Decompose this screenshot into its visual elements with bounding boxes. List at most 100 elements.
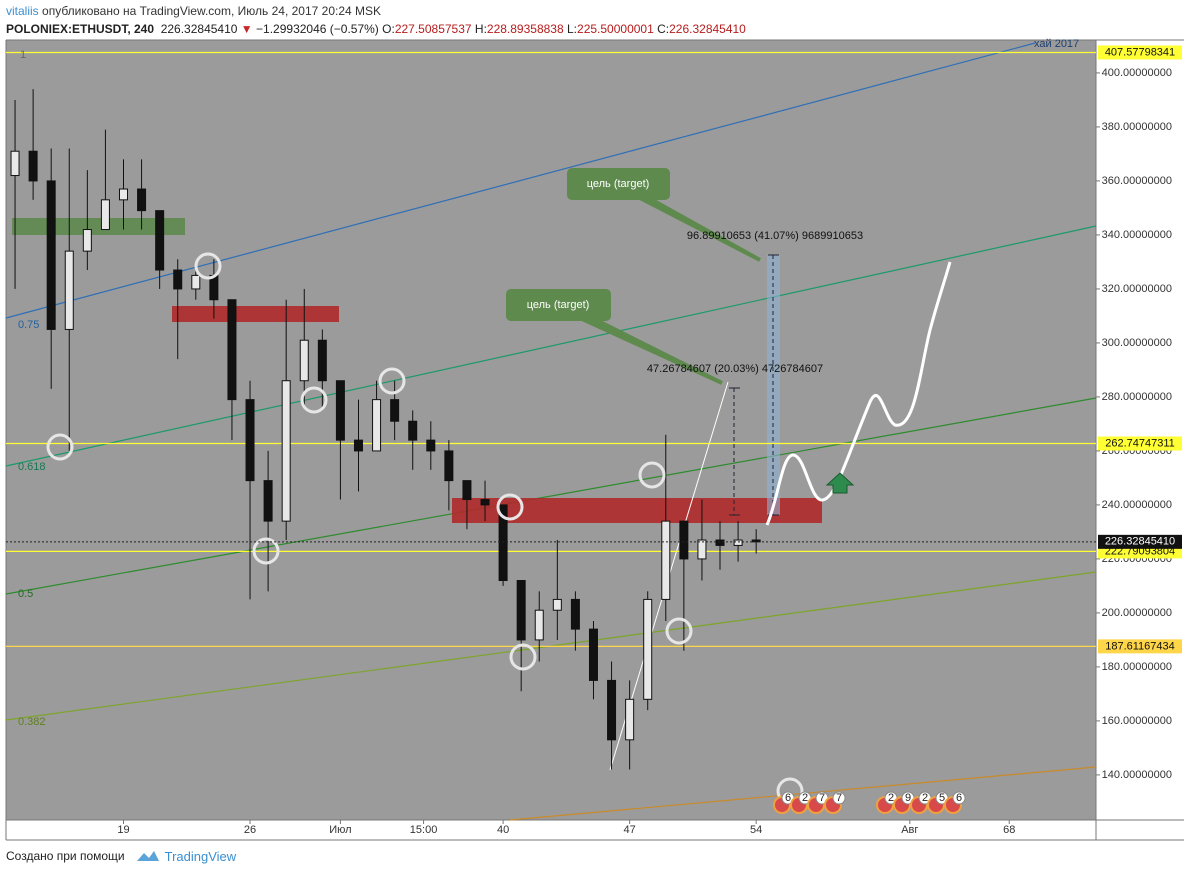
candle-body bbox=[408, 420, 418, 441]
event-badge bbox=[952, 791, 966, 805]
target-label: цель (target) bbox=[527, 299, 590, 311]
price: 226.32845410 bbox=[160, 22, 238, 36]
candle-body bbox=[372, 399, 382, 452]
candle-body bbox=[227, 299, 237, 401]
candle-body bbox=[281, 380, 291, 522]
x-tick-label: Июл bbox=[329, 824, 351, 836]
zone-red bbox=[172, 306, 339, 322]
fib-label: 0.5 bbox=[18, 588, 33, 600]
chart: 140.00000000 160.00000000 180.00000000 200.… bbox=[5, 38, 1184, 841]
y-tick-label: 240.00000000 bbox=[1102, 499, 1172, 511]
footer: Создано при помощи TradingView bbox=[6, 848, 236, 864]
candle-body bbox=[607, 679, 617, 741]
level-label-bg bbox=[1098, 45, 1182, 60]
up-arrow bbox=[825, 472, 855, 494]
y-tick-label: 280.00000000 bbox=[1102, 391, 1172, 403]
candle-body bbox=[480, 499, 490, 506]
ohlc-part: 226.32845410 bbox=[669, 22, 746, 36]
level-label: 187.61167434 bbox=[1105, 640, 1175, 652]
fib-label: 0.618 bbox=[18, 461, 46, 473]
event-count: 2 bbox=[922, 792, 928, 804]
candle-body bbox=[335, 380, 345, 441]
price-axis-bg bbox=[1096, 40, 1184, 820]
candle-body bbox=[715, 539, 725, 546]
fib-label: 1 bbox=[20, 49, 26, 61]
callout bbox=[506, 289, 611, 321]
candle-body bbox=[444, 450, 454, 482]
ohlc-part: O: bbox=[382, 22, 395, 36]
change: −1.29932046 (−0.57%) bbox=[256, 22, 379, 36]
x-tick-label: 40 bbox=[497, 824, 509, 836]
level-label: 262.74747311 bbox=[1105, 437, 1175, 449]
y-tick-label: 180.00000000 bbox=[1102, 661, 1172, 673]
event-count: 6 bbox=[956, 792, 962, 804]
ohlc-part: 228.89358838 bbox=[486, 22, 564, 36]
event-badge bbox=[832, 791, 846, 805]
ohlc-part: 225.50000001 bbox=[577, 22, 654, 36]
event-count: 7 bbox=[836, 792, 842, 804]
brand[interactable]: TradingView bbox=[164, 848, 237, 864]
ohlc-part: 227.50857537 bbox=[394, 22, 472, 36]
x-tick-label: 47 bbox=[624, 824, 636, 836]
candle-body bbox=[462, 480, 472, 501]
x-tick-label: 15:00 bbox=[410, 824, 438, 836]
y-tick-label: 300.00000000 bbox=[1102, 337, 1172, 349]
candle-body bbox=[588, 628, 598, 681]
candle-body bbox=[317, 339, 327, 382]
candle-body bbox=[245, 399, 255, 482]
author[interactable]: vitaliis bbox=[6, 4, 39, 18]
candle-body bbox=[28, 150, 38, 182]
fib-line bbox=[5, 225, 1097, 467]
event-count: 6 bbox=[785, 792, 791, 804]
overlay bbox=[46, 168, 952, 805]
candle-body bbox=[534, 609, 544, 641]
callout bbox=[567, 168, 670, 200]
circles bbox=[46, 252, 804, 805]
event-count: 5 bbox=[939, 792, 945, 804]
y-tick-label: 140.00000000 bbox=[1102, 769, 1172, 781]
candle-body bbox=[299, 339, 309, 382]
x-tick-label: Авг bbox=[901, 824, 918, 836]
y-tick-label: 160.00000000 bbox=[1102, 715, 1172, 727]
candle-body bbox=[498, 504, 508, 582]
event-count: 7 bbox=[819, 792, 825, 804]
candle-body bbox=[173, 269, 183, 290]
ohlc-part: C: bbox=[657, 22, 670, 36]
publish-line: vitaliis опубликовано на TradingView.com… bbox=[6, 4, 381, 18]
candle-body bbox=[155, 210, 165, 271]
x-tick-label: 26 bbox=[244, 824, 256, 836]
last-price-label: 226.32845410 bbox=[1105, 536, 1175, 548]
symbol: POLONIEX:ETHUSDT, 240 bbox=[6, 22, 155, 36]
target-label: цель (target) bbox=[587, 178, 650, 190]
level-label: 407.57798341 bbox=[1105, 46, 1175, 58]
candle-body bbox=[570, 598, 580, 630]
candle-body bbox=[552, 598, 562, 611]
event-count: 2 bbox=[888, 792, 894, 804]
event-count: 2 bbox=[802, 792, 808, 804]
event-count: 9 bbox=[905, 792, 911, 804]
measure-label: 96.89910653 (41.07%) 9689910653 bbox=[687, 230, 863, 242]
candle-body bbox=[118, 188, 128, 201]
last-price-bg bbox=[1098, 534, 1182, 549]
candle-body bbox=[46, 180, 56, 330]
y-tick-label: 380.00000000 bbox=[1102, 121, 1172, 133]
fib-line bbox=[5, 397, 1097, 595]
candle-body bbox=[137, 188, 147, 212]
level-label-bg bbox=[1098, 436, 1182, 451]
symbol-line: POLONIEX:ETHUSDT, 240 226.32845410 ▼ −1.… bbox=[6, 22, 746, 36]
candle-body bbox=[82, 229, 92, 252]
candle-body bbox=[263, 480, 273, 522]
y-tick-label: 360.00000000 bbox=[1102, 175, 1172, 187]
candle-body bbox=[625, 698, 635, 741]
candle-body bbox=[643, 598, 653, 700]
y-tick-label: 340.00000000 bbox=[1102, 229, 1172, 241]
x-tick-label: 68 bbox=[1003, 824, 1015, 836]
arrow: ▼ bbox=[240, 22, 253, 36]
candle-body bbox=[390, 399, 400, 422]
candle-body bbox=[426, 439, 436, 452]
projection bbox=[765, 261, 952, 526]
candle-body bbox=[64, 250, 74, 330]
candle-body bbox=[516, 580, 526, 641]
ohlc-part: L: bbox=[567, 22, 578, 36]
